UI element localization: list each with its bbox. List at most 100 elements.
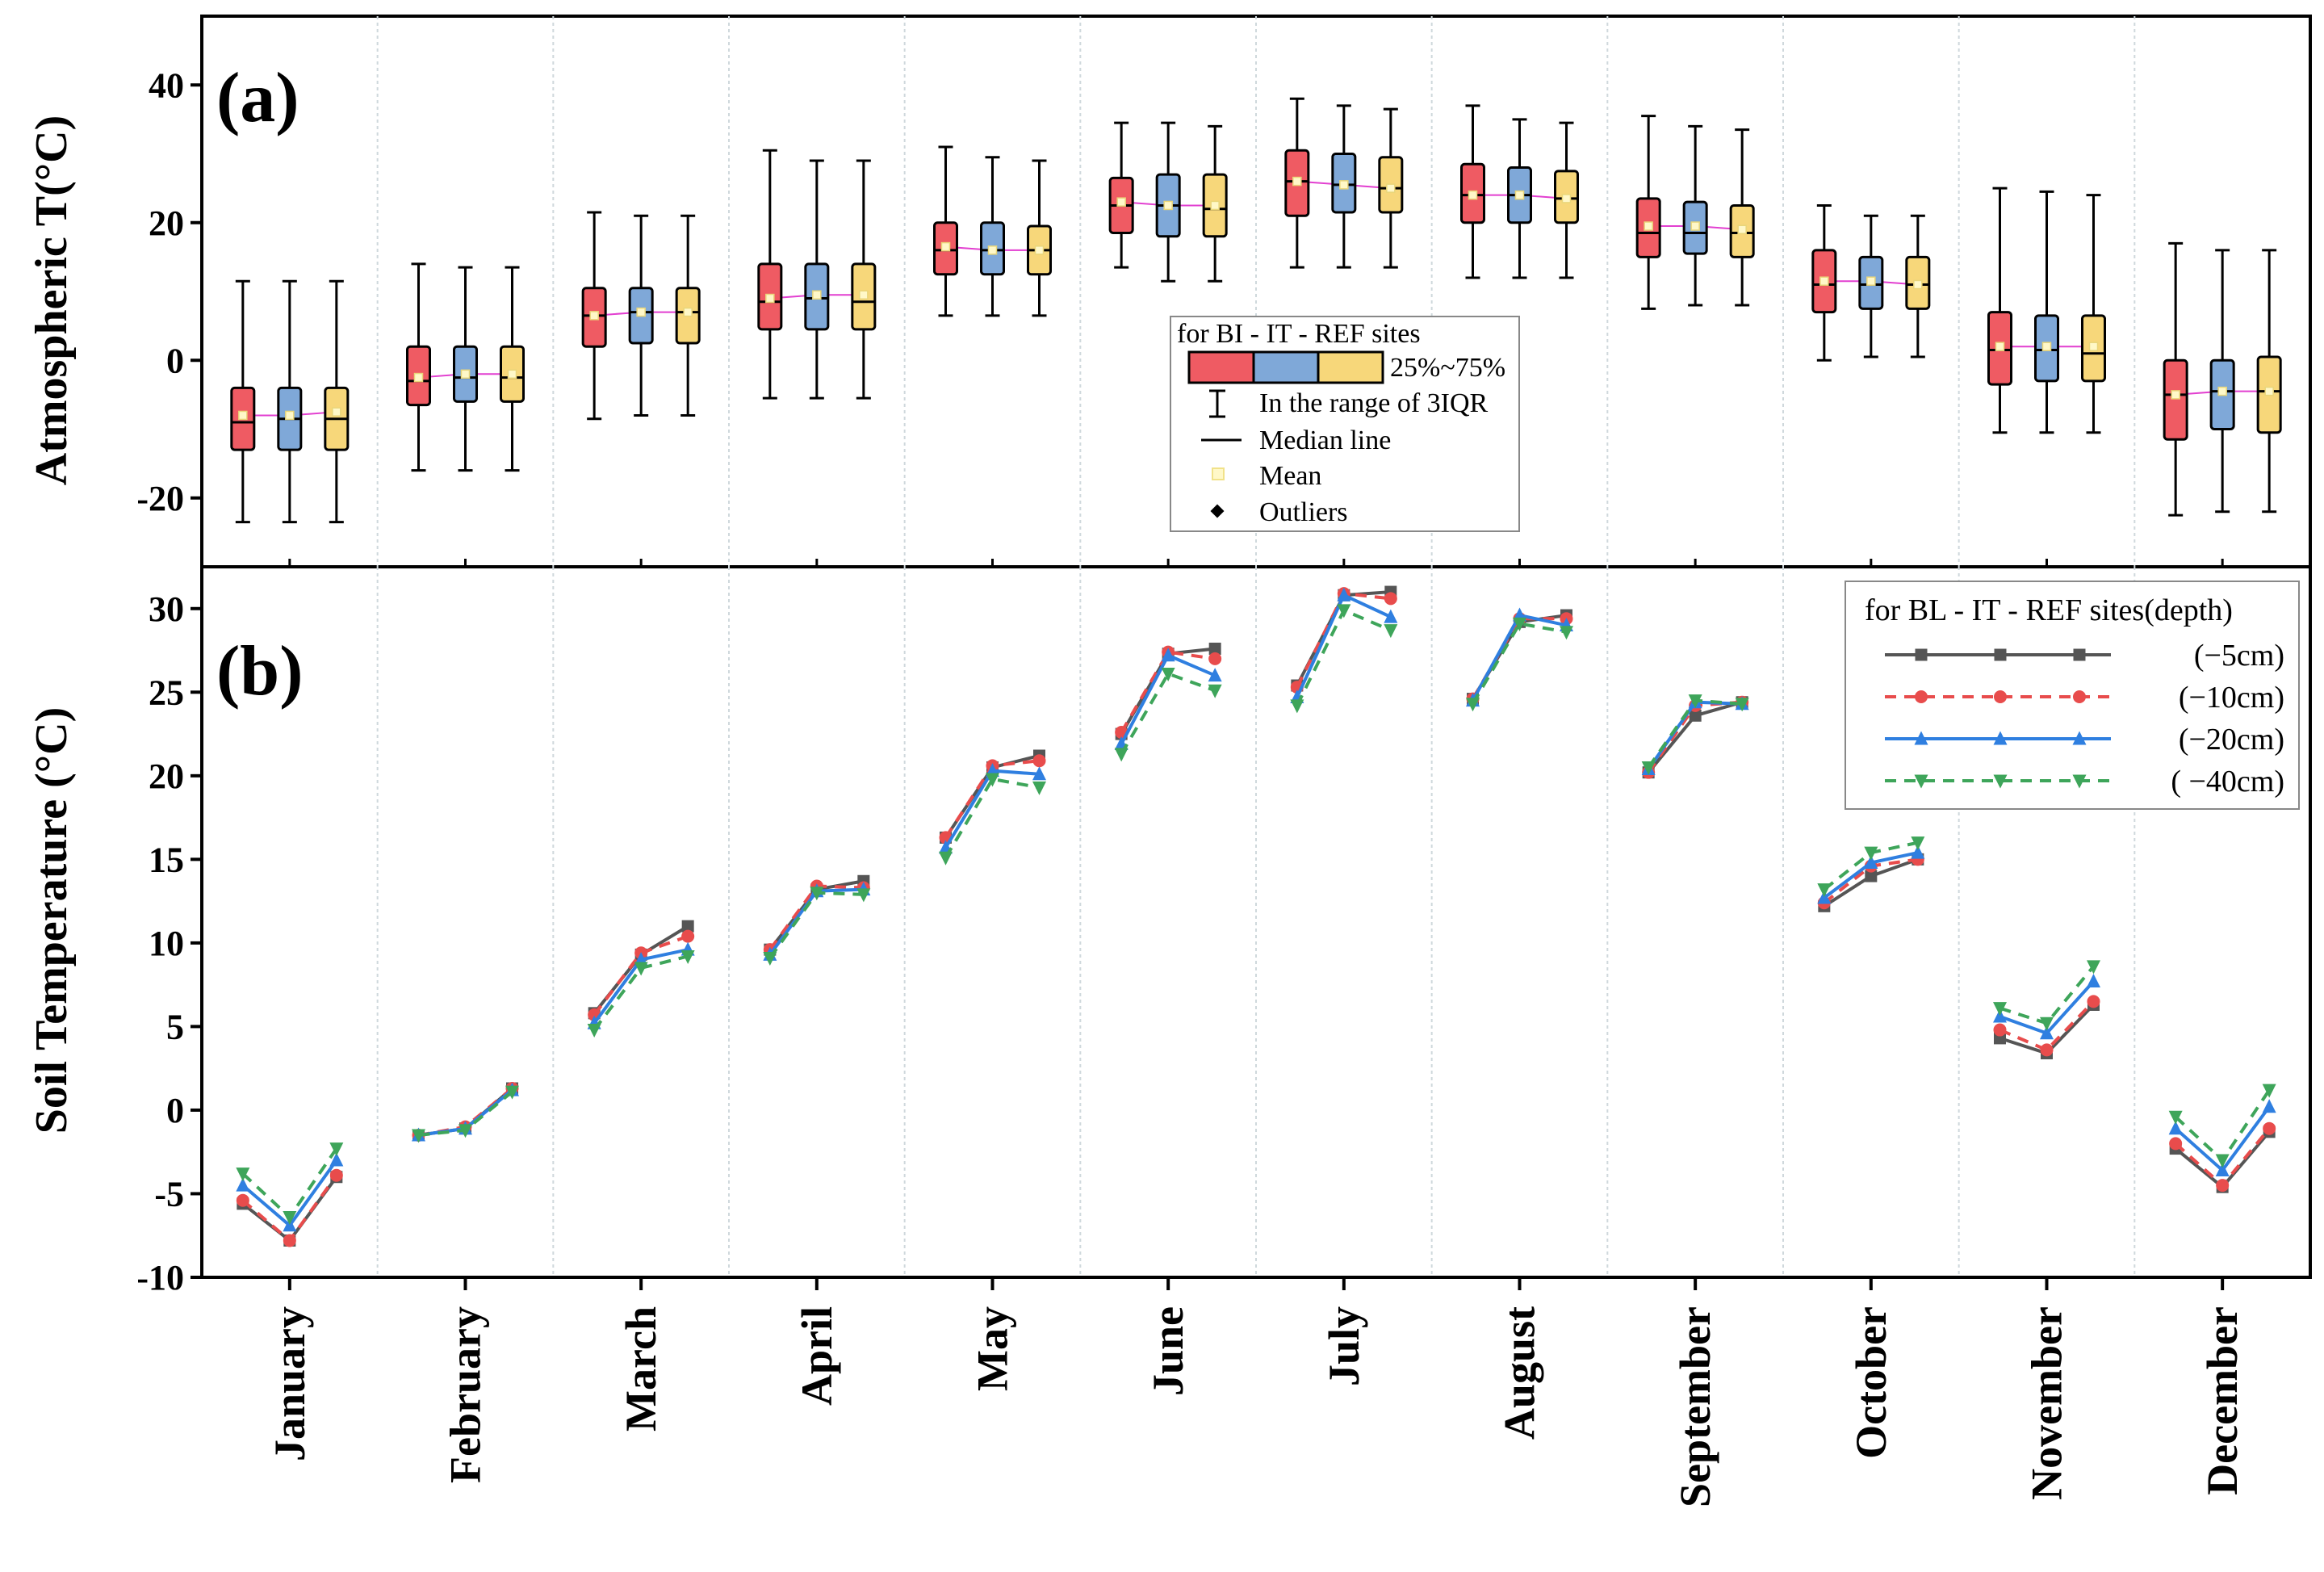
marker-triangle-down — [2215, 1154, 2230, 1168]
marker-triangle-down — [1466, 698, 1480, 712]
marker-circle — [1384, 592, 1397, 606]
marker-triangle-down — [236, 1167, 250, 1182]
marker-circle — [1915, 690, 1928, 703]
panel-a-boxplots — [230, 97, 2282, 524]
marker-circle — [2216, 1179, 2230, 1193]
panel-b-ylabel: Soil Temperature (°C) — [27, 707, 77, 1134]
legend-a-outlier-label: Outliers — [1259, 497, 1348, 527]
legend-a-whisker-symbol — [1209, 389, 1225, 418]
marker-triangle-down — [2168, 1110, 2183, 1125]
mean-marker — [2264, 386, 2274, 396]
marker-triangle-up — [1208, 668, 1222, 682]
month-group-december — [2163, 241, 2282, 517]
marker-triangle-down — [1688, 694, 1702, 709]
mean-marker — [1819, 276, 1829, 286]
marker-square — [1994, 648, 2007, 661]
mean-marker — [507, 369, 517, 379]
marker-triangle-down — [1911, 836, 1925, 851]
marker-square — [1208, 642, 1221, 655]
month-label-april: April — [793, 1306, 841, 1406]
mean-marker — [1995, 342, 2005, 351]
month-group-january — [230, 279, 350, 524]
mean-marker — [1034, 245, 1045, 255]
marker-triangle-down — [1735, 698, 1749, 712]
marker-triangle-down — [1864, 846, 1878, 861]
series-line-segment — [1120, 650, 1216, 733]
y-tick-label-b: -10 — [136, 1258, 184, 1297]
marker-triangle-up — [329, 1152, 344, 1167]
mean-marker — [859, 290, 869, 300]
legend-b-title: for BL - IT - REF sites(depth) — [1865, 593, 2233, 627]
panel-a-y-axis: -20 0 20 40 — [136, 65, 202, 518]
mean-marker — [636, 307, 646, 317]
marker-triangle-down — [856, 888, 871, 903]
panel-a-label: (a) — [216, 59, 299, 137]
mean-marker — [2041, 342, 2052, 351]
month-label-september: September — [1671, 1306, 1719, 1507]
y-tick-label-b: 30 — [149, 589, 184, 629]
series-line-segment — [944, 777, 1040, 859]
y-tick-label-a: 20 — [149, 203, 184, 243]
marker-triangle-down — [2072, 774, 2087, 789]
marker-circle — [2263, 1121, 2276, 1135]
legend-a-outlier-symbol — [1210, 504, 1225, 518]
marker-triangle-down — [1993, 1002, 2007, 1017]
legend-b-items: (−5cm) (−10cm) (−20cm) ( −40cm) — [1885, 639, 2284, 799]
marker-triangle-down — [680, 949, 695, 964]
month-group-may — [933, 145, 1052, 317]
month-group-july — [1284, 97, 1404, 269]
mean-marker — [285, 410, 295, 421]
marker-circle — [1994, 690, 2007, 703]
legend-b-label: ( −40cm) — [2171, 765, 2284, 799]
mean-marker — [1644, 221, 1653, 231]
marker-triangle-down — [505, 1085, 519, 1100]
marker-triangle-up — [2262, 1099, 2276, 1113]
legend-a-mean-label: Mean — [1259, 461, 1321, 491]
marker-triangle-down — [1513, 617, 1526, 631]
series-line-segment — [1120, 647, 1216, 736]
month-group-april — [757, 149, 877, 400]
series-line-segment — [768, 891, 864, 959]
marker-square — [1689, 709, 1702, 722]
mean-marker — [1561, 194, 1572, 203]
month-group-march — [581, 211, 701, 421]
panel-b-month-separators — [376, 567, 2136, 1277]
mean-marker — [1690, 221, 1700, 231]
marker-triangle-down — [1161, 668, 1175, 682]
y-tick-label-b: 20 — [149, 757, 184, 796]
month-label-december: December — [2198, 1306, 2247, 1495]
box-bi — [2163, 358, 2188, 441]
marker-triangle-up — [1161, 648, 1175, 662]
mean-marker — [812, 290, 822, 300]
month-group-august — [1460, 104, 1579, 279]
mean-marker — [460, 369, 471, 379]
legend-a-swatch-ref — [1317, 350, 1384, 384]
series-line-segment — [241, 1147, 338, 1220]
marker-circle — [329, 1168, 343, 1182]
panel-b-label: (b) — [216, 632, 304, 711]
marker-circle — [1208, 652, 1222, 665]
month-group-june — [1108, 121, 1228, 283]
legend-b-label: (−20cm) — [2179, 723, 2284, 757]
y-tick-label-b: 0 — [166, 1091, 184, 1130]
legend-a-swatch-bi — [1187, 350, 1255, 384]
mean-marker — [1163, 200, 1173, 211]
mean-marker — [1386, 183, 1396, 193]
marker-triangle-down — [283, 1210, 297, 1225]
month-label-march: March — [617, 1306, 665, 1432]
mean-marker — [1866, 276, 1876, 286]
month-label-may: May — [969, 1306, 1017, 1391]
marker-circle — [2073, 690, 2086, 703]
mean-marker — [2217, 386, 2227, 396]
mean-marker — [940, 241, 951, 252]
marker-triangle-down — [810, 887, 824, 901]
month-label-october: October — [1847, 1306, 1895, 1459]
y-tick-label-b: 10 — [149, 924, 184, 963]
month-label-february: February — [442, 1306, 490, 1483]
marker-triangle-up — [236, 1177, 250, 1192]
y-tick-label-b: -5 — [154, 1174, 184, 1214]
marker-triangle-down — [1641, 761, 1656, 775]
marker-triangle-down — [2040, 1017, 2054, 1031]
marker-square — [1865, 870, 1878, 882]
